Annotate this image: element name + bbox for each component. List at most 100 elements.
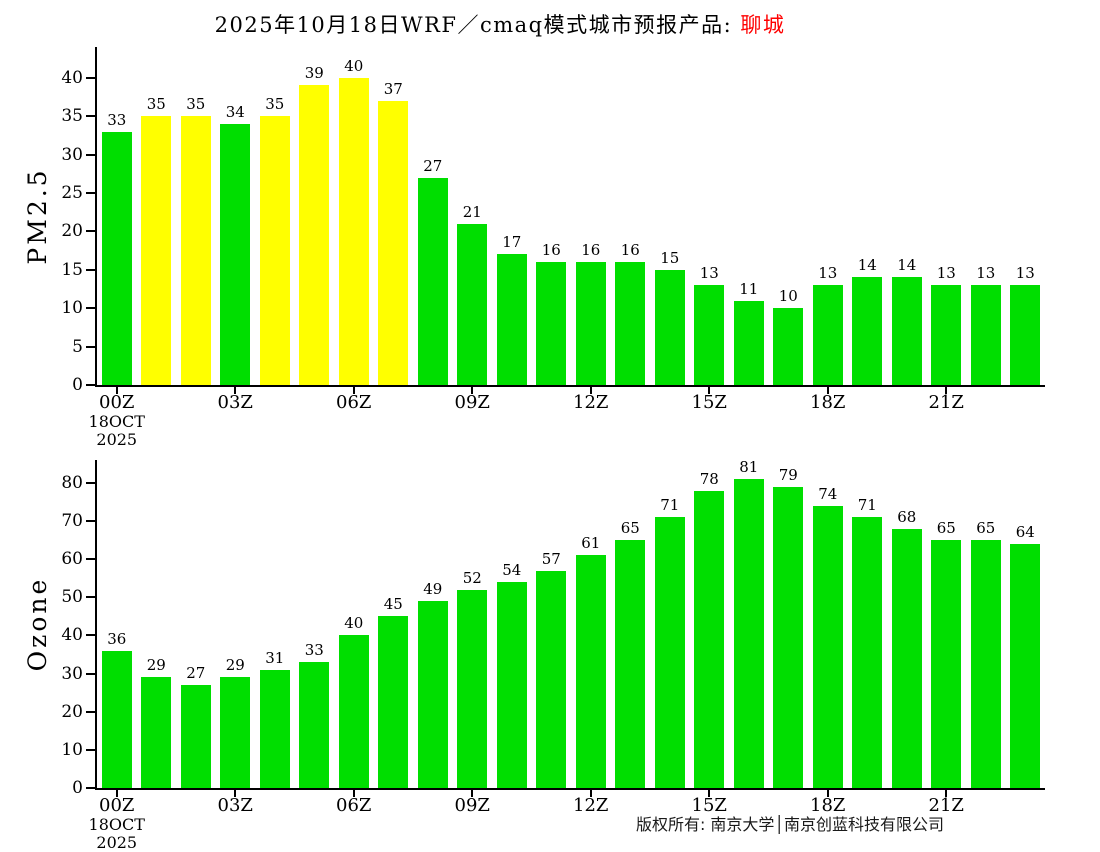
x-tick-mark <box>589 387 592 394</box>
bar <box>457 589 488 788</box>
x-tick-label: 21Z <box>928 392 964 413</box>
x-tick-label: 09Z <box>454 795 490 816</box>
bar <box>536 570 567 788</box>
y-tick-label: 20 <box>61 701 83 722</box>
y-tick-mark <box>86 634 95 637</box>
y-tick-mark <box>86 748 95 751</box>
bar <box>812 505 843 788</box>
bar <box>852 277 883 385</box>
bar <box>220 677 251 788</box>
bar-value-label: 13 <box>818 264 838 283</box>
bar <box>773 486 804 788</box>
page-title-text: 2025年10月18日WRF／cmaq模式城市预报产品: <box>214 13 741 37</box>
bar-value-label: 68 <box>897 507 917 526</box>
bar-value-label: 78 <box>699 469 719 488</box>
x-tick-mark <box>708 387 711 394</box>
bar <box>338 635 369 788</box>
bar-value-label: 36 <box>107 629 127 648</box>
bar <box>417 177 448 385</box>
bar-value-label: 11 <box>739 279 759 298</box>
bar <box>575 555 606 788</box>
bar-value-label: 35 <box>265 95 285 114</box>
bar <box>378 100 409 385</box>
y-tick-mark <box>86 153 95 156</box>
y-tick-mark <box>86 672 95 675</box>
x-date-label: 18OCT <box>88 412 145 431</box>
bar <box>654 269 685 385</box>
bar-value-label: 49 <box>423 580 443 599</box>
bar <box>733 300 764 385</box>
bar-value-label: 34 <box>225 102 245 121</box>
bar-value-label: 71 <box>857 496 877 515</box>
x-tick-mark <box>945 790 948 797</box>
bar <box>378 616 409 788</box>
y-tick-label: 60 <box>61 549 83 570</box>
y-tick-mark <box>86 787 95 789</box>
y-tick-mark <box>86 710 95 713</box>
y-tick-label: 40 <box>61 67 83 88</box>
bar <box>496 582 527 788</box>
bar-value-label: 35 <box>186 95 206 114</box>
bar-value-label: 65 <box>976 519 996 538</box>
bar-value-label: 71 <box>660 496 680 515</box>
bar <box>141 116 172 385</box>
y-tick-mark <box>86 307 95 310</box>
bar-value-label: 13 <box>1015 264 1035 283</box>
y-tick-mark <box>86 481 95 484</box>
x-tick-mark <box>234 790 237 797</box>
y-tick-label: 15 <box>61 259 83 280</box>
x-tick-label: 03Z <box>217 795 253 816</box>
bar <box>536 262 567 385</box>
ozone-x-axis <box>95 788 1045 790</box>
x-tick-mark <box>352 790 355 797</box>
y-tick-label: 10 <box>61 739 83 760</box>
x-tick-label: 12Z <box>573 795 609 816</box>
pm25-x-axis <box>95 385 1045 387</box>
bar <box>180 116 211 385</box>
x-tick-mark <box>352 387 355 394</box>
x-tick-mark <box>945 387 948 394</box>
bar <box>852 517 883 788</box>
bar <box>338 77 369 385</box>
bar <box>694 285 725 385</box>
y-tick-mark <box>86 384 95 386</box>
bar <box>891 277 922 385</box>
bar <box>615 262 646 385</box>
bar <box>575 262 606 385</box>
y-tick-label: 5 <box>72 336 83 357</box>
x-tick-mark <box>708 790 711 797</box>
bar-value-label: 29 <box>146 656 166 675</box>
y-tick-label: 40 <box>61 625 83 646</box>
x-tick-mark <box>826 790 829 797</box>
x-tick-mark <box>234 387 237 394</box>
bar-value-label: 13 <box>936 264 956 283</box>
x-tick-mark <box>115 790 118 797</box>
copyright-footer: 版权所有: 南京大学│南京创蓝科技有限公司 <box>635 815 945 834</box>
bar-value-label: 16 <box>541 241 561 260</box>
bar-value-label: 13 <box>976 264 996 283</box>
x-tick-label: 09Z <box>454 392 490 413</box>
pm25-chart: PM2.5 0 5 10 15 20 25 30 35 40 00Z 18OCT 2025 03Z 06Z… <box>23 47 1045 449</box>
bar <box>970 285 1001 385</box>
bar-value-label: 16 <box>620 241 640 260</box>
y-tick-label: 0 <box>72 375 83 395</box>
x-tick-mark <box>589 790 592 797</box>
bar <box>101 131 132 385</box>
x-tick-mark <box>826 387 829 394</box>
bar-value-label: 79 <box>778 465 798 484</box>
bar-value-label: 14 <box>897 256 917 275</box>
y-tick-label: 25 <box>61 182 83 203</box>
bar-value-label: 15 <box>660 248 680 267</box>
bar-value-label: 40 <box>344 56 364 75</box>
bar-value-label: 57 <box>541 549 561 568</box>
bar-value-label: 10 <box>778 287 798 306</box>
bar <box>733 479 764 788</box>
bar-value-label: 33 <box>304 641 324 660</box>
bar <box>457 223 488 385</box>
bar-value-label: 74 <box>818 484 838 503</box>
y-tick-label: 30 <box>61 663 83 684</box>
bar-value-label: 65 <box>936 519 956 538</box>
y-tick-mark <box>86 596 95 599</box>
bar-value-label: 21 <box>462 202 482 221</box>
